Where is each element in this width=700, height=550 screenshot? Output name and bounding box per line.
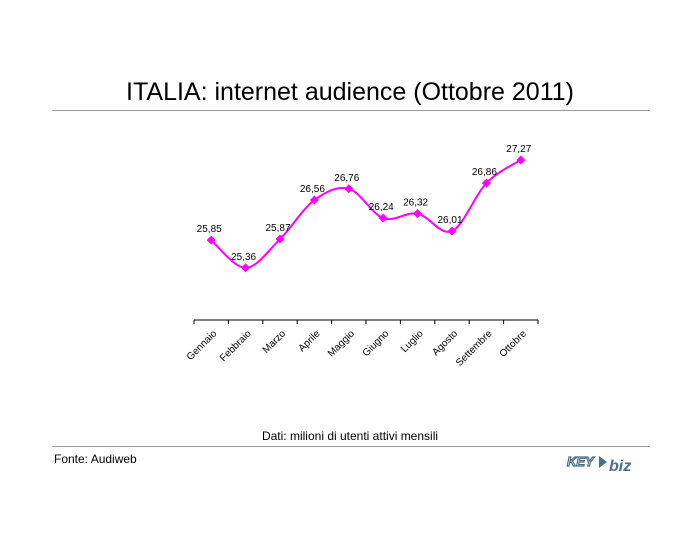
svg-text:KEY: KEY (567, 454, 595, 469)
x-tick-label: Febbraio (218, 328, 254, 364)
x-tick-label: Marzo (261, 328, 289, 356)
data-label: 25,85 (197, 224, 222, 235)
x-axis (193, 319, 539, 324)
svg-text:biz: biz (609, 458, 631, 474)
x-tick-label: Aprile (297, 328, 323, 354)
data-label: 27,27 (506, 144, 531, 155)
series-markers (206, 155, 526, 273)
data-point-marker (241, 263, 251, 273)
data-label: 25,36 (231, 252, 256, 263)
chart-title: ITALIA: internet audience (Ottobre 2011) (126, 78, 574, 106)
data-point-marker (309, 195, 319, 205)
title-divider (52, 110, 650, 111)
data-caption: Dati: milioni di utenti attivi mensili (261, 429, 439, 443)
data-point-marker (413, 209, 423, 219)
data-label: 26,76 (334, 173, 359, 184)
x-tick-label: Maggio (326, 328, 357, 359)
x-tick-label: Giugno (361, 328, 392, 359)
data-point-marker (447, 226, 457, 236)
x-tick-label: Settembre (454, 328, 495, 369)
data-point-marker (206, 235, 216, 245)
data-point-marker (481, 178, 491, 188)
data-point-marker (344, 184, 354, 194)
x-tick-label: Luglio (399, 328, 426, 355)
key4biz-logo: KEY biz (566, 453, 631, 474)
data-label: 26,86 (472, 167, 497, 178)
x-tick-label: Ottobre (498, 328, 530, 360)
data-label: 26,24 (369, 202, 394, 213)
data-label: 26,32 (403, 198, 428, 209)
data-label: 25,87 (265, 223, 290, 234)
data-labels: 25,85 25,36 25,87 26,56 26,76 26,24 26,32 26,01… (197, 144, 532, 263)
data-point-marker (378, 213, 388, 223)
data-point-marker (516, 155, 526, 165)
series-line (210, 159, 522, 269)
data-label: 26,01 (437, 215, 462, 226)
x-tick-label: Agosto (430, 328, 460, 358)
source-text: Fonte: Audiweb (54, 452, 137, 466)
footer-divider (52, 446, 650, 447)
data-label: 26,56 (300, 184, 325, 195)
data-point-marker (275, 234, 285, 244)
x-tick-label: Gennaio (185, 328, 220, 363)
